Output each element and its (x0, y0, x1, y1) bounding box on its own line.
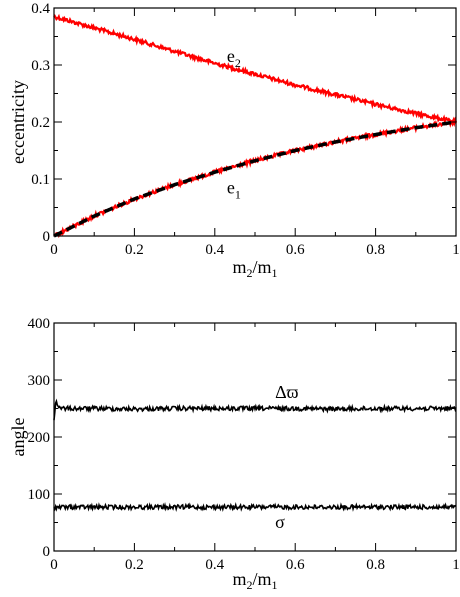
curve-label-0-1: e1 (227, 177, 241, 201)
plot-frame (53, 322, 457, 552)
series-line-0-0 (53, 13, 458, 128)
y-tick-label: 200 (28, 430, 51, 446)
y-tick-label: 0 (43, 229, 51, 245)
y-tick-label: 100 (28, 487, 51, 503)
x-tick-label: 0.4 (205, 242, 224, 258)
x-tick-label: 0.2 (125, 242, 144, 258)
x-tick-label: 0.8 (366, 557, 385, 573)
y-tick-label: 0.4 (31, 1, 50, 17)
y-tick-label: 0.1 (31, 172, 50, 188)
y-tick-label: 0.3 (31, 58, 50, 74)
plot-frame (53, 7, 457, 237)
top-xlabel: m2/m1 (232, 257, 277, 280)
y-tick-label: 0.2 (31, 115, 50, 131)
x-tick-label: 0.4 (205, 557, 224, 573)
series-line-0-1 (53, 118, 457, 239)
x-tick-label: 0.2 (125, 557, 144, 573)
curve-label-0-0: e2 (227, 46, 241, 70)
fit-line-0-2 (53, 120, 457, 238)
x-tick-label: 0.8 (366, 242, 385, 258)
y-tick-label: 300 (28, 373, 51, 389)
series-line-1-0 (53, 398, 457, 421)
x-tick-label: 1 (452, 557, 460, 573)
curve-label-1-1: σ (275, 512, 285, 532)
x-tick-label: 0 (50, 242, 58, 258)
curve-label-1-0: Δϖ (275, 382, 299, 402)
eccentricity-panel: eccentricity m2/m1 0 0.2 0.4 0.6 0.8 1 0 0.1 0.2… (8, 1, 460, 280)
series-line-1-1 (53, 501, 457, 513)
x-tick-label: 1 (452, 242, 460, 258)
x-tick-label: 0.6 (286, 557, 305, 573)
angle-ylabel: angle (8, 418, 28, 457)
eccentricity-ylabel: eccentricity (8, 80, 28, 164)
x-tick-label: 0 (50, 557, 58, 573)
x-tick-label: 0.6 (286, 242, 305, 258)
y-tick-label: 0 (43, 544, 51, 560)
y-tick-label: 400 (28, 316, 51, 332)
angle-panel: angle m2/m1 0 0.2 0.4 0.6 0.8 1 0 100 200 300 400 Δ… (8, 316, 460, 592)
bottom-xlabel: m2/m1 (232, 569, 277, 592)
